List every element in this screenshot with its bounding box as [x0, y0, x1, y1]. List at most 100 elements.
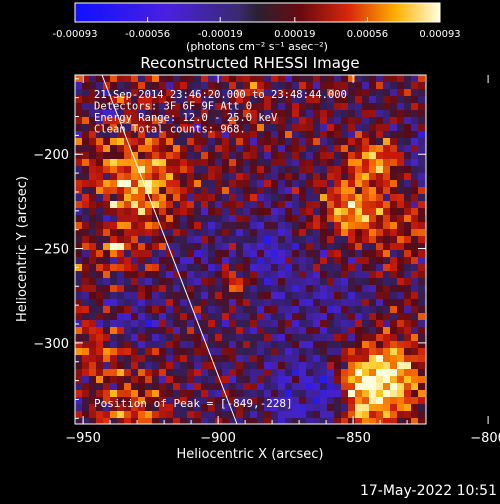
heatmap-pixel: [397, 117, 405, 125]
heatmap-pixel: [229, 103, 237, 111]
heatmap-pixel: [355, 159, 363, 167]
heatmap-pixel: [159, 327, 167, 335]
heatmap-pixel: [110, 299, 118, 307]
heatmap-pixel: [327, 236, 335, 244]
heatmap-pixel: [355, 264, 363, 272]
heatmap-pixel: [369, 362, 377, 370]
heatmap-pixel: [180, 362, 188, 370]
heatmap-pixel: [82, 208, 90, 216]
heatmap-pixel: [187, 383, 195, 391]
heatmap-pixel: [124, 236, 132, 244]
heatmap-pixel: [215, 292, 223, 300]
heatmap-pixel: [138, 145, 146, 153]
heatmap-pixel: [173, 131, 181, 139]
heatmap-pixel: [411, 299, 419, 307]
heatmap-pixel: [292, 166, 300, 174]
heatmap-pixel: [264, 257, 272, 265]
heatmap-pixel: [194, 180, 202, 188]
heatmap-pixel: [138, 229, 146, 237]
heatmap-pixel: [166, 187, 174, 195]
heatmap-pixel: [334, 215, 342, 223]
heatmap-pixel: [355, 166, 363, 174]
heatmap-pixel: [145, 145, 153, 153]
heatmap-pixel: [299, 243, 307, 251]
heatmap-pixel: [138, 355, 146, 363]
heatmap-pixel: [271, 103, 279, 111]
heatmap-pixel: [110, 208, 118, 216]
heatmap-pixel: [96, 75, 104, 83]
heatmap-pixel: [124, 313, 132, 321]
heatmap-pixel: [355, 82, 363, 90]
heatmap-pixel: [334, 103, 342, 111]
heatmap-pixel: [215, 201, 223, 209]
heatmap-pixel: [306, 271, 314, 279]
heatmap-pixel: [348, 117, 356, 125]
heatmap-pixel: [166, 180, 174, 188]
heatmap-pixel: [306, 117, 314, 125]
heatmap-pixel: [166, 306, 174, 314]
heatmap-pixel: [250, 383, 258, 391]
heatmap-pixel: [201, 327, 209, 335]
heatmap-pixel: [82, 404, 90, 412]
heatmap-pixel: [299, 117, 307, 125]
heatmap-pixel: [411, 96, 419, 104]
heatmap-pixel: [306, 180, 314, 188]
heatmap-pixel: [152, 320, 160, 328]
heatmap-pixel: [208, 159, 216, 167]
heatmap-pixel: [341, 299, 349, 307]
heatmap-pixel: [131, 229, 139, 237]
heatmap-pixel: [208, 152, 216, 160]
heatmap-pixel: [222, 369, 230, 377]
heatmap-pixel: [418, 334, 426, 342]
heatmap-pixel: [89, 229, 97, 237]
heatmap-pixel: [103, 222, 111, 230]
heatmap-pixel: [138, 334, 146, 342]
heatmap-pixel: [341, 334, 349, 342]
heatmap-pixel: [250, 103, 258, 111]
heatmap-pixel: [222, 152, 230, 160]
heatmap-pixel: [166, 117, 174, 125]
heatmap-pixel: [320, 383, 328, 391]
heatmap-pixel: [180, 117, 188, 125]
heatmap-pixel: [313, 327, 321, 335]
heatmap-pixel: [313, 166, 321, 174]
heatmap-pixel: [313, 285, 321, 293]
heatmap-pixel: [166, 110, 174, 118]
heatmap-pixel: [166, 215, 174, 223]
heatmap-pixel: [306, 236, 314, 244]
heatmap-pixel: [236, 355, 244, 363]
heatmap-pixel: [320, 285, 328, 293]
heatmap-pixel: [145, 152, 153, 160]
heatmap-pixel: [292, 187, 300, 195]
heatmap-pixel: [341, 306, 349, 314]
heatmap-pixel: [285, 362, 293, 370]
heatmap-pixel: [369, 194, 377, 202]
heatmap-pixel: [404, 75, 412, 83]
heatmap-pixel: [96, 376, 104, 384]
heatmap-pixel: [327, 390, 335, 398]
heatmap-pixel: [271, 292, 279, 300]
heatmap-pixel: [397, 299, 405, 307]
heatmap-pixel: [110, 411, 118, 419]
heatmap-pixel: [89, 152, 97, 160]
heatmap-pixel: [411, 383, 419, 391]
heatmap-pixel: [138, 222, 146, 230]
heatmap-pixel: [152, 103, 160, 111]
heatmap-pixel: [327, 180, 335, 188]
heatmap-pixel: [404, 271, 412, 279]
heatmap-pixel: [201, 369, 209, 377]
heatmap-pixel: [369, 201, 377, 209]
heatmap-pixel: [264, 187, 272, 195]
heatmap-pixel: [320, 110, 328, 118]
heatmap-pixel: [383, 152, 391, 160]
heatmap-pixel: [320, 320, 328, 328]
heatmap-pixel: [96, 194, 104, 202]
heatmap-pixel: [187, 82, 195, 90]
heatmap-pixel: [243, 82, 251, 90]
heatmap-pixel: [138, 124, 146, 132]
heatmap-pixel: [271, 327, 279, 335]
heatmap-pixel: [96, 299, 104, 307]
heatmap-pixel: [229, 313, 237, 321]
heatmap-pixel: [334, 187, 342, 195]
heatmap-pixel: [250, 404, 258, 412]
